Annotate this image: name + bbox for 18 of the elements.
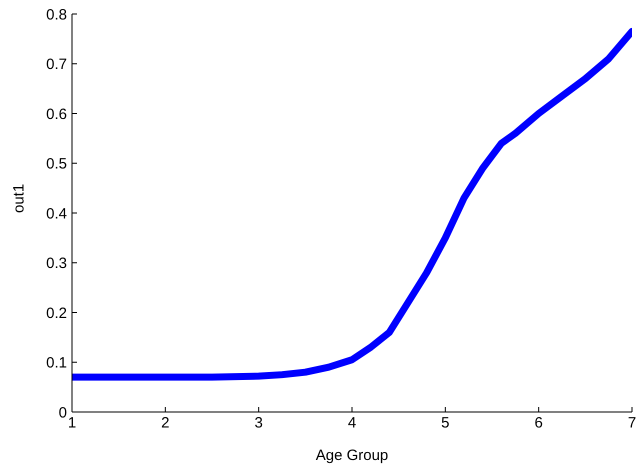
y-tick-label: 0 [58, 404, 67, 422]
x-tick-label: 6 [534, 414, 543, 432]
x-tick-label: 3 [254, 414, 263, 432]
y-tick-label: 0.8 [46, 6, 67, 24]
y-tick-label: 0.3 [46, 255, 67, 272]
x-tick-label: 2 [161, 414, 170, 432]
y-tick-label: 0.7 [46, 56, 67, 74]
y-tick-label: 0.4 [46, 205, 67, 222]
y-tick-label: 0.6 [46, 106, 67, 123]
x-tick-label: 4 [348, 414, 356, 432]
x-tick-label: 1 [68, 414, 76, 432]
y-tick-label: 0.2 [46, 304, 67, 322]
x-tick-label: 7 [628, 414, 636, 432]
y-tick-label: 0.1 [46, 354, 67, 372]
y-axis-title: out1 [10, 184, 28, 213]
y-tick-label: 0.5 [46, 156, 67, 173]
x-axis-title: Age Group [316, 447, 388, 464]
x-tick-label: 5 [441, 414, 450, 432]
